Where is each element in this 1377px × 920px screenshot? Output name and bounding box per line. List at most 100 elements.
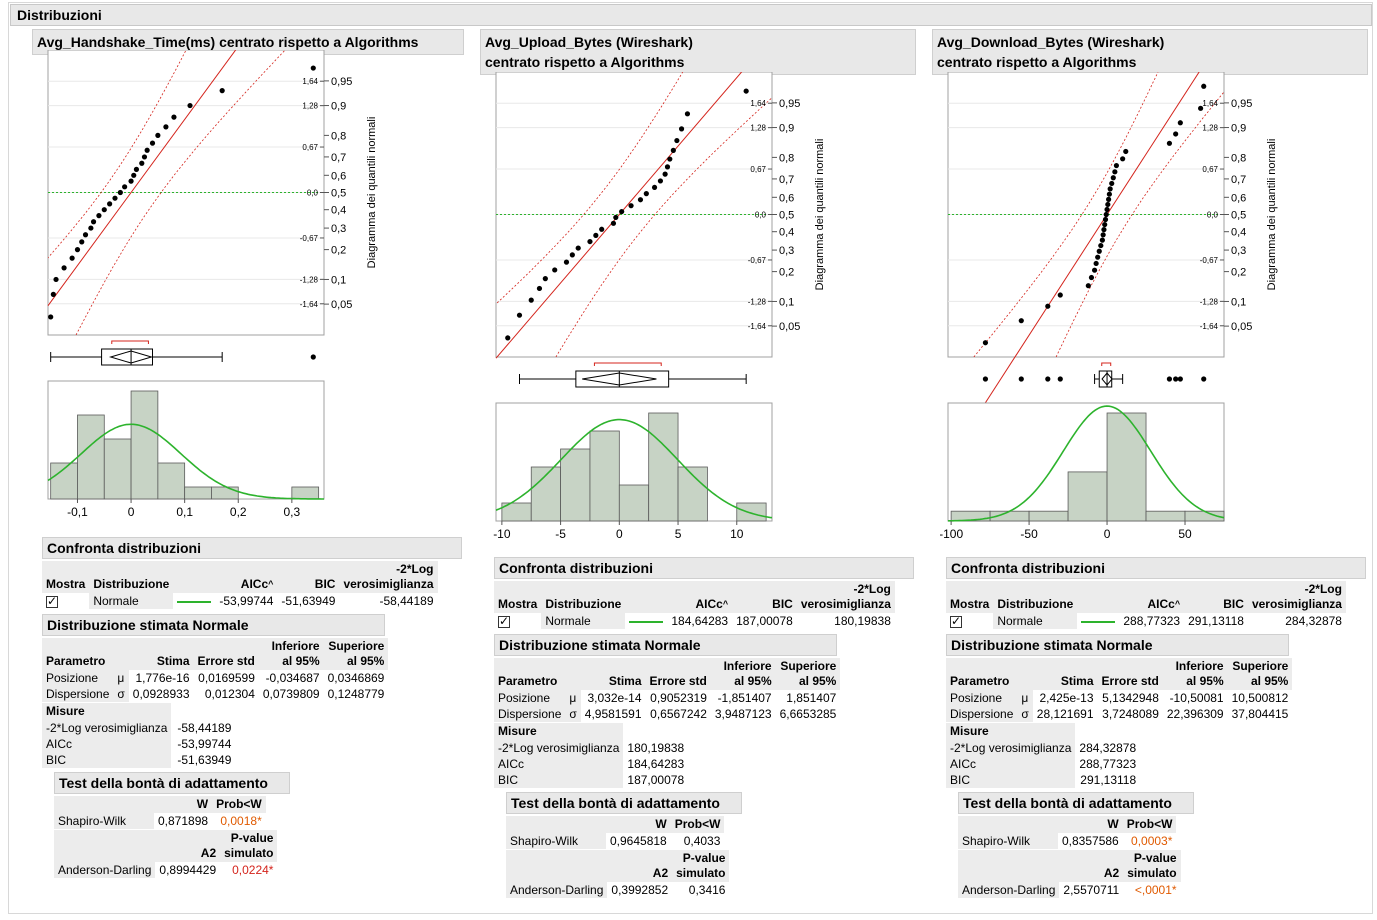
measure-name: -2*Log verosimiglianza: [42, 720, 172, 736]
show-checkbox[interactable]: [46, 594, 58, 608]
z-tick-label: -1,28: [748, 297, 767, 306]
measure-value: 291,13118: [1080, 773, 1137, 787]
loglik-value: 180,19838: [834, 614, 891, 628]
col-aicc[interactable]: AICc^: [1119, 581, 1185, 613]
upper95-value: 6,6653285: [779, 707, 837, 721]
table-row: BIC -51,63949: [42, 752, 235, 768]
fitted-normal-header[interactable]: Distribuzione stimata Normale: [42, 614, 385, 636]
p-value: 0,0018*: [220, 814, 262, 828]
col-bic: BIC: [1184, 581, 1248, 613]
sort-caret-icon: ^: [1174, 599, 1181, 609]
p-tick-label: 0,95: [779, 98, 800, 110]
goodness-of-fit-header[interactable]: Test della bontà di adattamento: [506, 792, 742, 814]
x-tick-label: 0: [616, 527, 623, 541]
p-tick-label: 0,05: [779, 321, 800, 333]
p-value: 0,0003*: [1131, 834, 1173, 848]
data-point: [1095, 254, 1101, 260]
histogram-bar: [648, 412, 679, 522]
col-bic: BIC: [277, 561, 340, 593]
histogram-bar: [1067, 471, 1108, 522]
data-point: [310, 65, 316, 71]
measures-label: Misure: [42, 703, 172, 720]
data-point: [1110, 175, 1116, 181]
z-tick-label: 1,64: [302, 77, 318, 86]
p-tick-label: 0,6: [1231, 192, 1246, 204]
p-tick-label: 0,95: [331, 76, 352, 88]
lower95-value: -0,034687: [265, 671, 320, 685]
p-tick-label: 0,6: [331, 170, 346, 182]
fitted-normal-header[interactable]: Distribuzione stimata Normale: [494, 634, 837, 656]
col-pvalue-sim: P-value simulato: [1123, 850, 1181, 882]
data-point: [79, 239, 85, 245]
col-loglik: -2*Log verosimiglianza: [339, 561, 438, 593]
compare-distributions-header[interactable]: Confronta distribuzioni: [946, 557, 1366, 579]
data-point: [117, 189, 123, 196]
confidence-band-right: [555, 97, 772, 357]
goodness-of-fit-section: Test della bontà di adattamento W Prob<W …: [54, 772, 462, 878]
col-aicc[interactable]: AICc^: [667, 581, 733, 613]
shapiro-wilk-table: W Prob<W Shapiro-Wilk 0,8357586 0,0003*: [958, 816, 1177, 849]
data-point: [1177, 120, 1183, 126]
col-aicc[interactable]: AICc^: [215, 561, 278, 593]
lower95-value: 0,0739809: [262, 687, 320, 701]
upper95-value: 0,1248779: [327, 687, 385, 701]
parameter-name: Posizione: [42, 670, 114, 686]
col-parameter: Parametro: [494, 658, 566, 690]
data-point: [1106, 191, 1112, 197]
x-tick-label: -10: [493, 527, 511, 541]
show-checkbox[interactable]: [950, 614, 962, 628]
histogram-bar: [184, 486, 212, 500]
goodness-of-fit-header[interactable]: Test della bontà di adattamento: [958, 792, 1194, 814]
panel-title-upload[interactable]: Avg_Upload_Bytes (Wireshark) centrato ri…: [480, 29, 916, 75]
data-point: [50, 291, 56, 297]
bic-value: -51,63949: [281, 594, 336, 608]
col-loglik: -2*Log verosimiglianza: [1247, 581, 1346, 613]
box-body: [575, 370, 670, 388]
z-tick-label: -0,67: [748, 256, 767, 265]
table-row: BIC 291,13118: [946, 772, 1140, 788]
col-w: W: [606, 816, 671, 833]
histogram-bar: [1028, 510, 1069, 522]
test-name: Shapiro-Wilk: [506, 833, 606, 849]
measure-value: 184,64283: [627, 757, 685, 771]
upper95-value: 10,500812: [1231, 691, 1289, 705]
col-prob-w: Prob<W: [212, 796, 266, 813]
aicc-value: -53,99744: [219, 594, 274, 608]
data-point: [1057, 292, 1063, 298]
compare-distributions-header[interactable]: Confronta distribuzioni: [42, 537, 462, 559]
report-title[interactable]: Distribuzioni: [10, 4, 1372, 26]
col-parameter: Parametro: [42, 638, 114, 670]
data-point: [90, 219, 97, 225]
measures-table: Misure -2*Log verosimiglianza 284,32878 …: [946, 723, 1141, 788]
estimate-value: 3,032e-14: [587, 691, 642, 705]
estimate-value: 4,9581591: [584, 707, 642, 721]
table-row: Normale 184,64283 187,00078 180,19838: [494, 613, 895, 629]
qq-axis-title: Diagramma dei quantili normali: [1266, 139, 1278, 291]
mean-diamond: [582, 372, 657, 386]
table-row: AICc 184,64283: [494, 756, 688, 772]
p-tick-label: 0,2: [1231, 267, 1246, 279]
data-point: [743, 88, 749, 94]
col-std-error: Errore std: [645, 658, 711, 690]
upper95-value: 0,0346869: [327, 671, 385, 685]
data-point: [637, 197, 644, 203]
panel-title-download[interactable]: Avg_Download_Bytes (Wireshark) centrato …: [932, 29, 1368, 75]
p-tick-label: 0,1: [331, 274, 346, 286]
p-tick-label: 0,2: [779, 267, 794, 279]
p-tick-label: 0,3: [779, 245, 794, 257]
outlier-point: [1018, 376, 1024, 382]
show-checkbox[interactable]: [498, 614, 510, 628]
a2-value: 2,5570711: [1063, 883, 1120, 897]
p-tick-label: 0,05: [331, 299, 352, 311]
data-point: [1045, 303, 1051, 309]
col-show: Mostra: [42, 561, 90, 593]
data-point: [628, 203, 634, 209]
w-value: 0,9645818: [610, 834, 667, 848]
fitted-normal-header[interactable]: Distribuzione stimata Normale: [946, 634, 1289, 656]
compare-distributions-header[interactable]: Confronta distribuzioni: [494, 557, 914, 579]
goodness-of-fit-header[interactable]: Test della bontà di adattamento: [54, 772, 290, 794]
measure-value: -53,99744: [177, 737, 232, 751]
parameter-symbol: σ: [113, 686, 129, 702]
z-tick-label: -1,28: [1200, 297, 1219, 306]
col-pvalue-sim: P-value simulato: [672, 850, 730, 882]
